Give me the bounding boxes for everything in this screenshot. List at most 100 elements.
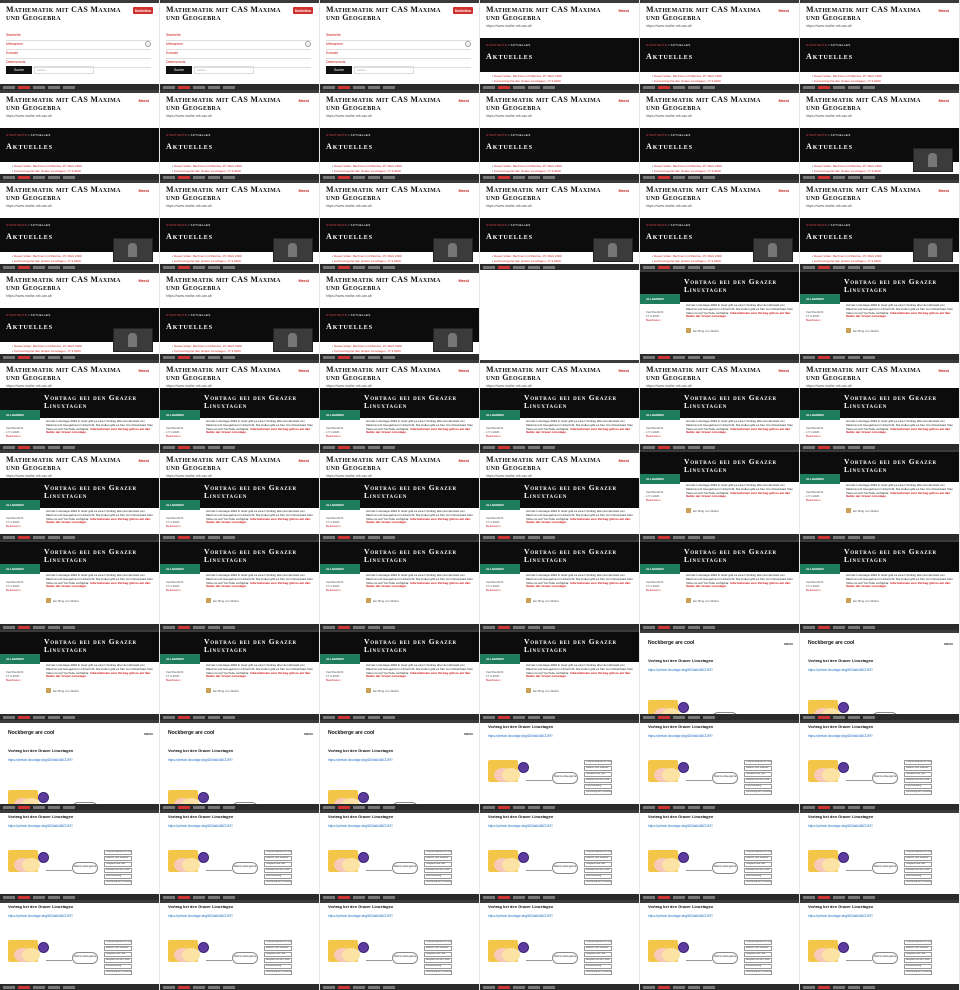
taskbar-item[interactable]: [223, 85, 235, 89]
taskbar-item[interactable]: [803, 85, 815, 89]
menu-button[interactable]: Menü: [938, 98, 949, 103]
taskbar-item[interactable]: [528, 715, 540, 719]
taskbar-item[interactable]: [803, 895, 815, 899]
taskbar-item[interactable]: [63, 715, 75, 719]
post-red-note[interactable]: Informationen zum Vortrag gibt es auf de…: [206, 670, 311, 679]
breadcrumb-home[interactable]: STARTSEITE: [806, 223, 828, 227]
site-title[interactable]: Mathematik mit CAS Maxima und Geogebra: [6, 185, 121, 202]
taskbar-item[interactable]: [803, 355, 815, 359]
menu-button[interactable]: Menü: [458, 278, 469, 283]
slide-link[interactable]: https://pretalx.linuxtage.at/glt20/talk/…: [488, 734, 553, 738]
taskbar-item[interactable]: [63, 85, 75, 89]
taskbar-item[interactable]: [483, 445, 495, 449]
slide-link[interactable]: https://pretalx.linuxtage.at/glt20/talk/…: [808, 668, 873, 672]
taskbar-item[interactable]: [323, 445, 335, 449]
slide-menu[interactable]: MENU: [944, 642, 953, 646]
post-red-note[interactable]: Informationen zum Vortrag gibt es auf de…: [366, 426, 471, 435]
site-title[interactable]: Mathematik mit CAS Maxima und Geogebra: [486, 455, 601, 472]
taskbar-item[interactable]: [848, 985, 860, 989]
taskbar-item[interactable]: [528, 85, 540, 89]
taskbar-item[interactable]: [178, 355, 190, 359]
taskbar-item[interactable]: [498, 85, 510, 89]
category-badge[interactable]: ALLGEMEIN: [480, 564, 520, 574]
menu-button[interactable]: Menü: [458, 368, 469, 373]
breadcrumb-home[interactable]: STARTSEITE: [646, 223, 668, 227]
post-red-note[interactable]: Informationen zum Vortrag gibt es auf de…: [366, 580, 471, 589]
taskbar-item[interactable]: [323, 895, 335, 899]
taskbar-item[interactable]: [208, 715, 220, 719]
video-thumbnail[interactable]: [593, 238, 633, 262]
taskbar-item[interactable]: [818, 265, 830, 269]
taskbar-item[interactable]: [658, 265, 670, 269]
post-red-note[interactable]: Informationen zum Vortrag gibt es auf de…: [846, 426, 951, 435]
slide-link[interactable]: https://pretalx.linuxtage.at/glt20/talk/…: [808, 914, 873, 918]
taskbar-item[interactable]: [543, 985, 555, 989]
site-title[interactable]: Mathematik mit CAS Maxima und Geogebra: [806, 365, 921, 382]
news-link[interactable]: Neues Video: Rechnen mit Maxima, 15. Mär…: [12, 344, 85, 349]
menu-item[interactable]: Kontakt: [326, 48, 471, 59]
video-thumbnail[interactable]: [113, 328, 153, 352]
edit-link[interactable]: Bearbeiten: [166, 434, 181, 438]
site-title[interactable]: Mathematik mit CAS Maxima und Geogebra: [806, 185, 921, 202]
slide-link[interactable]: https://pretalx.linuxtage.at/glt20/talk/…: [648, 914, 713, 918]
taskbar-item[interactable]: [208, 265, 220, 269]
taskbar-item[interactable]: [383, 805, 395, 809]
expand-icon[interactable]: +: [465, 41, 471, 47]
slide-link[interactable]: https://pretalx.linuxtage.at/glt20/talk/…: [808, 734, 873, 738]
taskbar-item[interactable]: [48, 85, 60, 89]
slide-link[interactable]: https://pretalx.linuxtage.at/glt20/talk/…: [648, 824, 713, 828]
news-link[interactable]: Kurzvortrag bei den Grazer Linuxtagen, 1…: [172, 259, 245, 264]
news-link[interactable]: Kurzvortrag bei den Grazer Linuxtagen, 1…: [812, 169, 885, 174]
taskbar-item[interactable]: [368, 535, 380, 539]
taskbar-item[interactable]: [513, 535, 525, 539]
taskbar-item[interactable]: [223, 625, 235, 629]
taskbar-item[interactable]: [673, 715, 685, 719]
taskbar-item[interactable]: [48, 445, 60, 449]
taskbar-item[interactable]: [688, 265, 700, 269]
taskbar-item[interactable]: [513, 445, 525, 449]
slide-link[interactable]: https://pretalx.linuxtage.at/glt20/talk/…: [648, 668, 713, 672]
news-link[interactable]: Neues Video: Rechnen mit Maxima, 15. Mär…: [652, 164, 725, 169]
site-title[interactable]: Mathematik mit CAS Maxima und Geogebra: [486, 365, 601, 382]
taskbar-item[interactable]: [818, 175, 830, 179]
news-link[interactable]: Kurzvortrag bei den Grazer Linuxtagen, 1…: [492, 79, 565, 84]
taskbar-item[interactable]: [803, 445, 815, 449]
taskbar-item[interactable]: [848, 355, 860, 359]
taskbar-item[interactable]: [658, 355, 670, 359]
taskbar-item[interactable]: [383, 895, 395, 899]
news-link[interactable]: Kurzvortrag bei den Grazer Linuxtagen, 1…: [492, 259, 565, 264]
taskbar-item[interactable]: [178, 715, 190, 719]
taskbar-item[interactable]: [703, 265, 715, 269]
category-badge[interactable]: ALLGEMEIN: [320, 500, 360, 510]
taskbar-item[interactable]: [833, 895, 845, 899]
edit-link[interactable]: Bearbeiten: [326, 434, 341, 438]
edit-link[interactable]: Bearbeiten: [166, 524, 181, 528]
taskbar-item[interactable]: [208, 625, 220, 629]
slide-link[interactable]: https://pretalx.linuxtage.at/glt20/talk/…: [328, 758, 393, 762]
taskbar-item[interactable]: [658, 535, 670, 539]
breadcrumb-home[interactable]: STARTSEITE: [486, 223, 508, 227]
taskbar-item[interactable]: [163, 85, 175, 89]
taskbar-item[interactable]: [48, 535, 60, 539]
edit-link[interactable]: Bearbeiten: [326, 678, 341, 682]
taskbar-item[interactable]: [673, 625, 685, 629]
taskbar-item[interactable]: [3, 985, 15, 989]
news-link[interactable]: Kurzvortrag bei den Grazer Linuxtagen, 1…: [332, 349, 405, 354]
taskbar-item[interactable]: [513, 895, 525, 899]
taskbar-item[interactable]: [688, 175, 700, 179]
edit-link[interactable]: Bearbeiten: [486, 588, 501, 592]
taskbar-item[interactable]: [383, 445, 395, 449]
taskbar-item[interactable]: [688, 445, 700, 449]
taskbar-item[interactable]: [818, 805, 830, 809]
taskbar-item[interactable]: [193, 445, 205, 449]
taskbar-item[interactable]: [3, 535, 15, 539]
post-red-note[interactable]: Informationen zum Vortrag gibt es auf de…: [206, 516, 311, 525]
taskbar-item[interactable]: [863, 265, 875, 269]
taskbar-item[interactable]: [688, 625, 700, 629]
taskbar-item[interactable]: [223, 985, 235, 989]
taskbar-item[interactable]: [33, 85, 45, 89]
site-title[interactable]: Mathematik mit CAS Maxima und Geogebra: [326, 455, 441, 472]
menu-button[interactable]: Menü: [298, 368, 309, 373]
edit-link[interactable]: Bearbeiten: [806, 588, 821, 592]
taskbar-item[interactable]: [368, 445, 380, 449]
